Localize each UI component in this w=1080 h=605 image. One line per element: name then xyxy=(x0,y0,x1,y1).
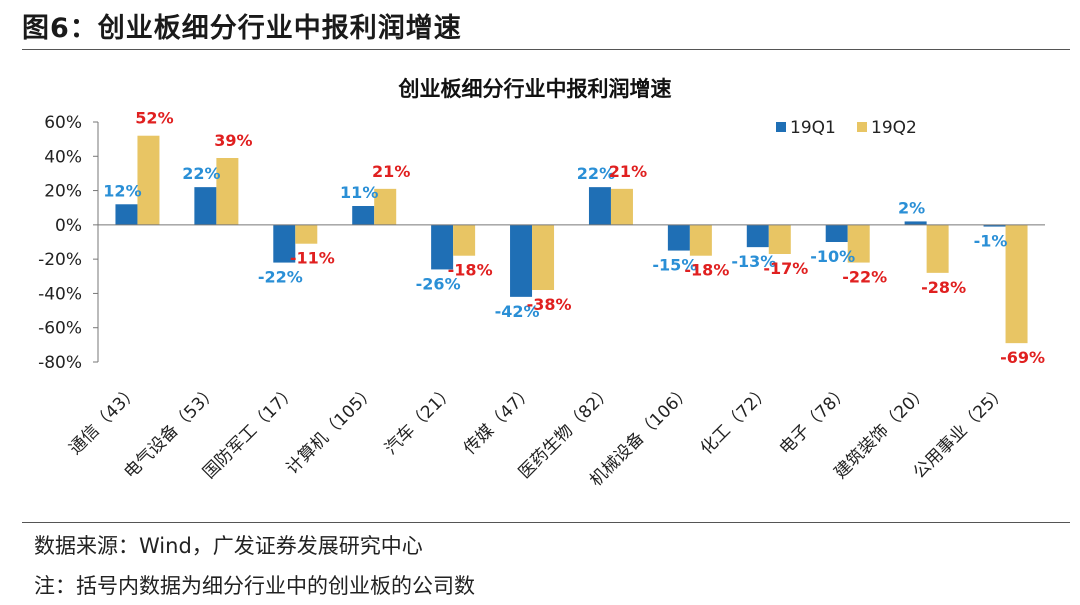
bar-19Q1 xyxy=(588,187,611,225)
y-tick-label: 60% xyxy=(44,113,82,133)
x-category-label: 汽车（21） xyxy=(381,381,459,459)
data-labels: 12%52%22%39%-22%-11%11%21%-26%-18%-42%-3… xyxy=(103,109,1045,367)
data-label-19Q1: 2% xyxy=(898,198,925,217)
note-text: 注：括号内数据为细分行业中的创业板的公司数 xyxy=(34,574,475,598)
bar-19Q1 xyxy=(431,224,454,270)
data-label-19Q1: -10% xyxy=(810,247,855,266)
legend-swatch xyxy=(776,122,786,132)
bar-19Q2 xyxy=(532,224,555,290)
legend-label: 19Q1 xyxy=(790,118,836,138)
y-tick-label: 20% xyxy=(44,182,82,202)
bar-19Q1 xyxy=(983,224,1006,227)
data-label-19Q1: -1% xyxy=(974,232,1008,251)
y-tick-label: -60% xyxy=(38,319,82,339)
x-category-label: 化工（72） xyxy=(697,381,775,459)
bar-19Q2 xyxy=(926,224,949,273)
legend: 19Q1 19Q2 xyxy=(776,118,917,138)
data-label-19Q2: 52% xyxy=(135,109,173,128)
data-label-19Q1: -26% xyxy=(416,274,461,293)
y-tick-label: -20% xyxy=(38,250,82,270)
data-label-19Q1: -15% xyxy=(652,256,697,275)
data-label-19Q2: -11% xyxy=(290,249,335,268)
bar-19Q1 xyxy=(667,224,690,251)
bar-19Q1 xyxy=(352,206,375,225)
figure-title: 图6：创业板细分行业中报利润增速 xyxy=(22,13,462,44)
bar-19Q2 xyxy=(768,224,791,254)
bar-19Q2 xyxy=(453,224,476,256)
bar-19Q1 xyxy=(194,187,217,225)
chart-title: 创业板细分行业中报利润增速 xyxy=(398,77,672,101)
bar-19Q2 xyxy=(295,224,318,244)
bars xyxy=(115,135,1028,344)
bar-19Q2 xyxy=(689,224,712,256)
data-label-19Q1: 22% xyxy=(577,164,615,183)
bar-19Q2 xyxy=(137,135,160,225)
data-label-19Q2: -28% xyxy=(921,278,966,297)
bar-19Q2 xyxy=(1005,224,1028,344)
data-label-19Q2: 21% xyxy=(372,162,410,181)
legend-swatch xyxy=(857,122,867,132)
data-label-19Q2: -17% xyxy=(763,259,808,278)
bar-19Q1 xyxy=(510,224,533,297)
data-label-19Q1: 11% xyxy=(340,183,378,202)
bar-19Q1 xyxy=(115,204,138,225)
source-text: 数据来源：Wind，广发证券发展研究中心 xyxy=(34,534,423,558)
bar-19Q2 xyxy=(216,158,239,225)
data-label-19Q1: -22% xyxy=(258,268,303,287)
data-label-19Q1: 12% xyxy=(103,181,141,200)
bar-19Q1 xyxy=(746,224,769,248)
data-label-19Q2: -22% xyxy=(842,268,887,287)
x-category-label: 电子（78） xyxy=(776,381,854,459)
y-tick-label: -40% xyxy=(38,284,82,304)
y-tick-label: 40% xyxy=(44,147,82,167)
bar-19Q1 xyxy=(273,224,296,263)
x-category-label: 通信（43） xyxy=(65,381,143,459)
data-label-19Q2: -69% xyxy=(1000,348,1045,367)
x-category-label: 传媒（47） xyxy=(460,381,538,459)
bar-19Q2 xyxy=(847,224,870,263)
y-tick-label: 0% xyxy=(55,216,82,236)
bar-19Q2 xyxy=(374,188,397,225)
bar-19Q1 xyxy=(904,221,927,225)
data-label-19Q2: -18% xyxy=(448,261,493,280)
bar-19Q2 xyxy=(610,188,633,225)
bar-chart: 创业板细分行业中报利润增速 19Q1 19Q2 60% 40% 20% 0% -20% -4… xyxy=(38,77,1045,491)
data-label-19Q1: 22% xyxy=(182,164,220,183)
data-label-19Q2: -38% xyxy=(527,295,572,314)
x-axis: 通信（43）电气设备（53）国防军工（17）计算机（105） 汽车（21） 传媒（4… xyxy=(65,224,1045,491)
data-label-19Q2: 21% xyxy=(609,162,647,181)
legend-label: 19Q2 xyxy=(871,118,917,138)
top-divider xyxy=(22,49,1070,50)
data-label-19Q2: 39% xyxy=(214,131,252,150)
bottom-divider xyxy=(22,522,1070,523)
y-axis: 60% 40% 20% 0% -20% -40% -60% -80% xyxy=(38,113,99,373)
data-label-19Q2: -18% xyxy=(684,261,729,280)
data-label-19Q1: -42% xyxy=(495,302,540,321)
bar-19Q1 xyxy=(825,224,848,242)
y-tick-label: -80% xyxy=(38,353,82,373)
data-label-19Q1: -13% xyxy=(731,252,776,271)
